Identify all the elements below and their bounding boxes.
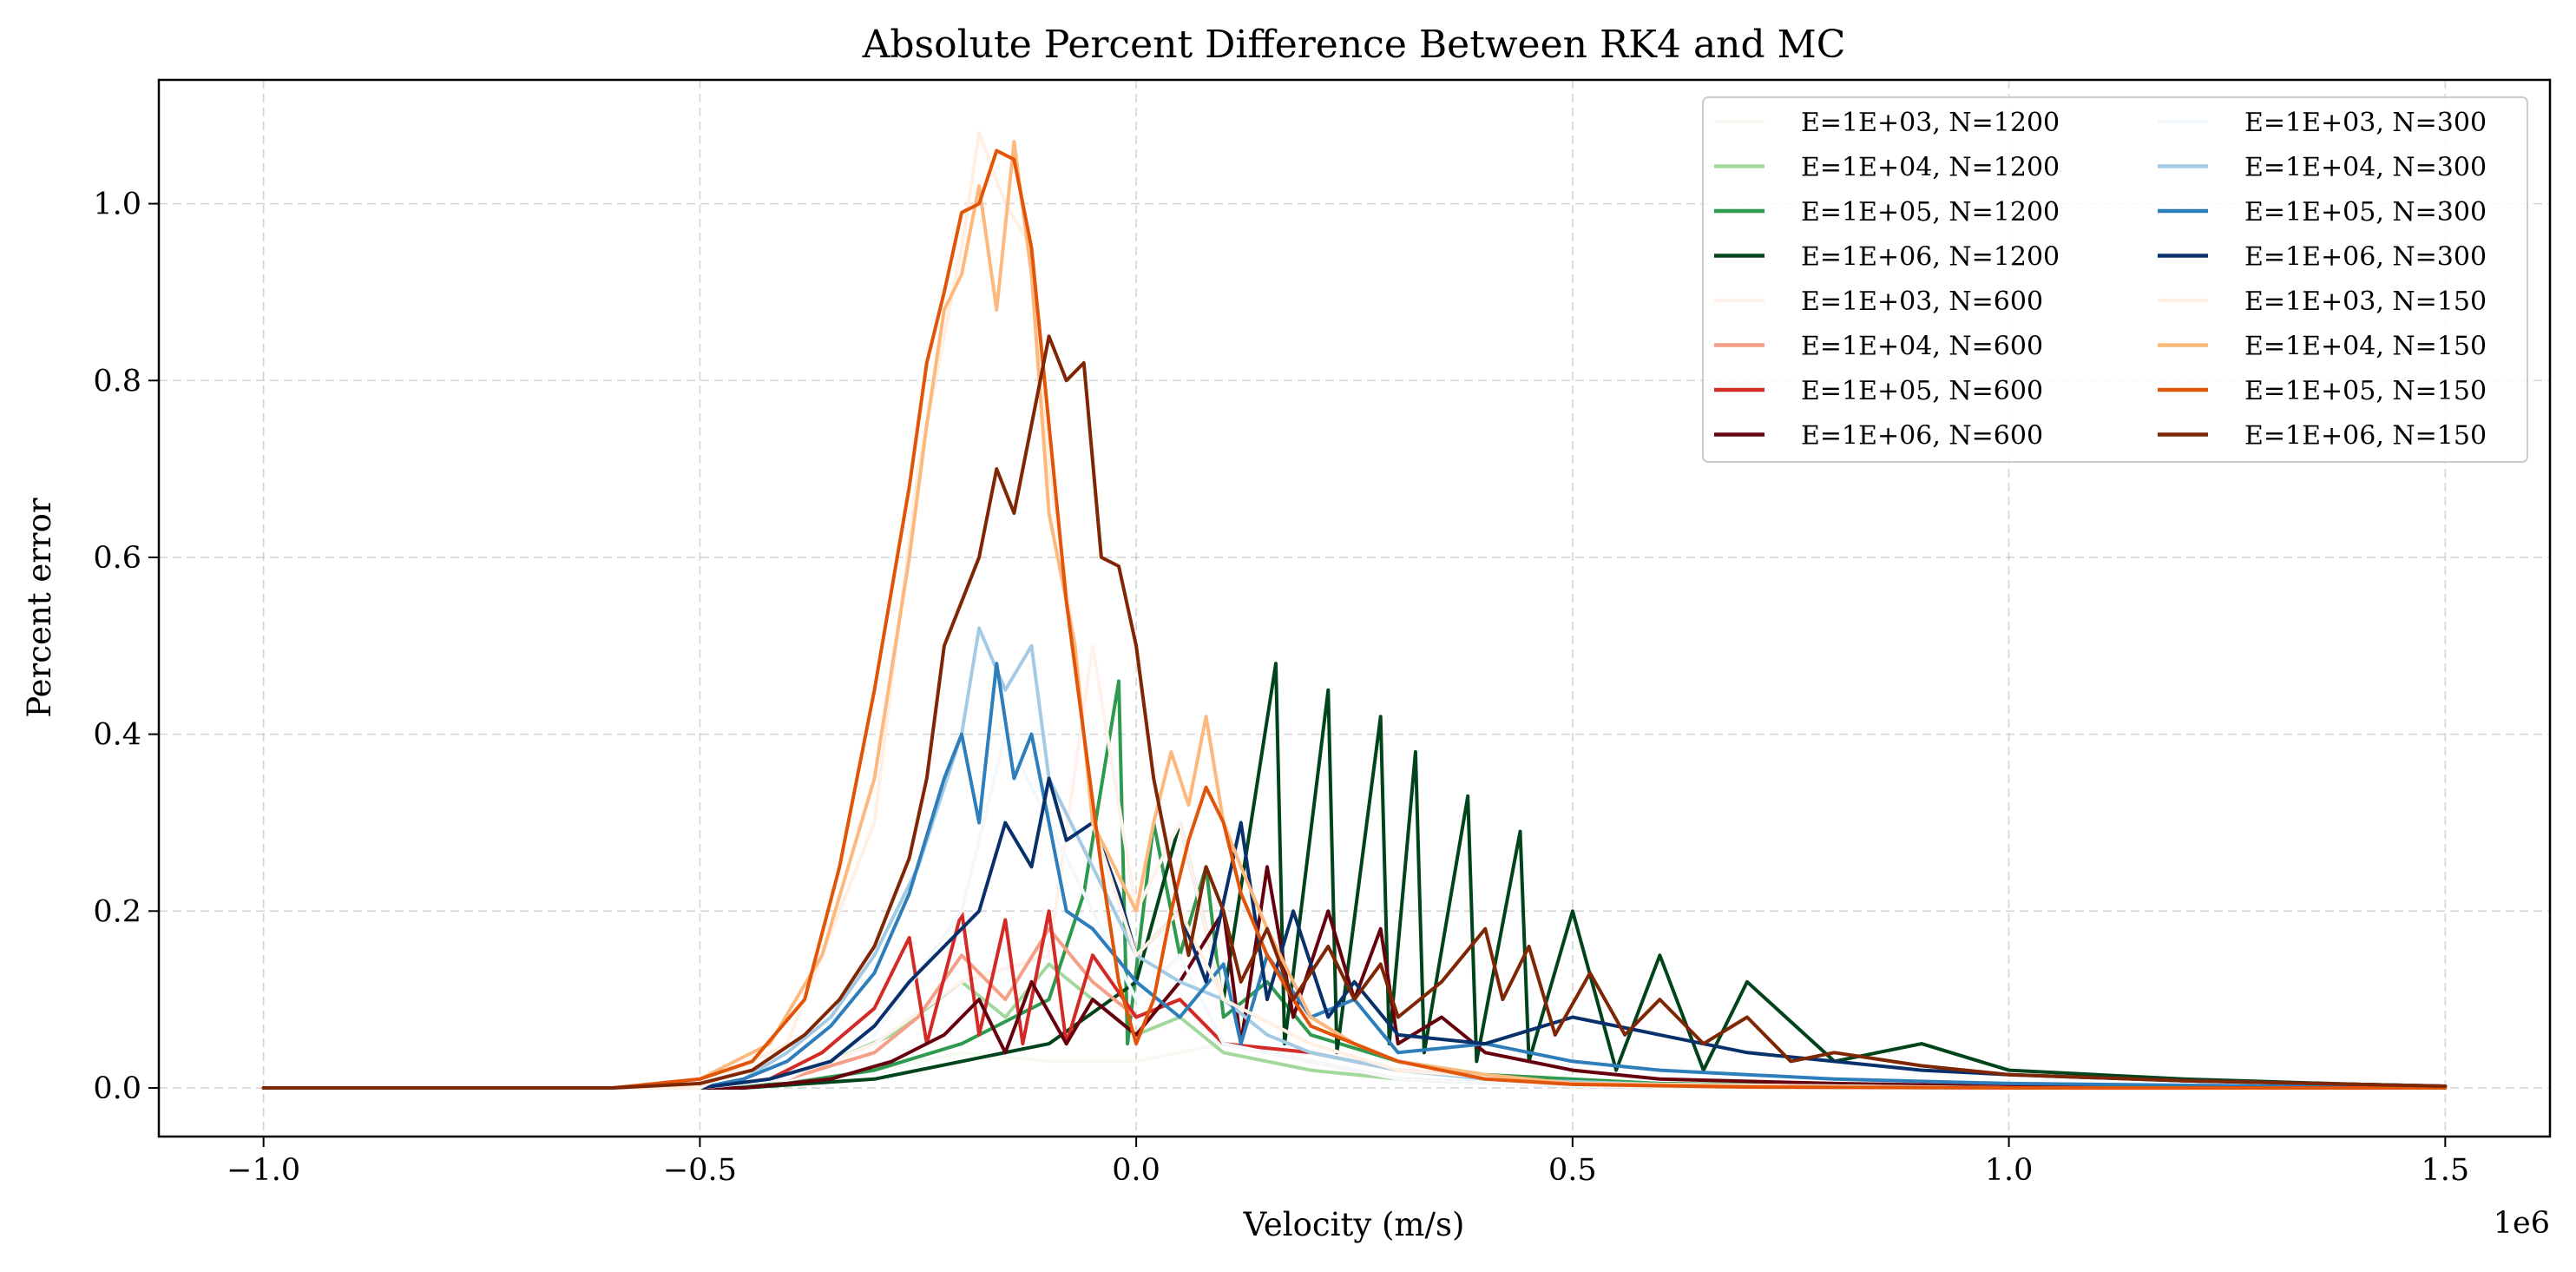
legend-entry: E=1E+06, N=600 — [1801, 421, 2043, 451]
y-tick-label: 1.0 — [93, 188, 141, 222]
series-line — [261, 662, 2448, 1090]
legend-entry: E=1E+04, N=600 — [1801, 332, 2043, 362]
series-line — [261, 334, 2448, 1090]
legend-entry: E=1E+03, N=150 — [2244, 287, 2487, 317]
y-tick-label: 0.2 — [93, 894, 141, 929]
legend-entry: E=1E+06, N=300 — [2244, 242, 2487, 273]
x-tick-label: 0.0 — [1112, 1153, 1160, 1188]
legend-entry: E=1E+03, N=600 — [1801, 287, 2043, 317]
legend-entry: E=1E+03, N=1200 — [1801, 108, 2060, 138]
series-lines — [261, 131, 2448, 1090]
y-axis-label: Percent error — [21, 498, 58, 717]
legend-entry: E=1E+05, N=600 — [1801, 376, 2043, 406]
y-tick-label: 0.0 — [93, 1071, 141, 1106]
x-tick-label: 1.0 — [1985, 1153, 2034, 1188]
y-tick-label: 0.8 — [93, 364, 141, 399]
series-line — [261, 662, 2448, 1090]
legend-entry: E=1E+05, N=300 — [2244, 197, 2487, 227]
legend-entry: E=1E+05, N=1200 — [1801, 197, 2060, 227]
x-axis-label: Velocity (m/s) — [1243, 1206, 1465, 1243]
legend-entry: E=1E+05, N=150 — [2244, 376, 2487, 406]
x-axis-ticks: −1.0 −0.5 0.0 0.5 1.0 1.5 — [227, 1137, 2469, 1188]
y-tick-label: 0.6 — [93, 541, 141, 576]
legend-entry: E=1E+06, N=1200 — [1801, 242, 2060, 273]
x-tick-label: −0.5 — [663, 1153, 737, 1188]
series-line — [261, 776, 2448, 1090]
y-tick-label: 0.4 — [93, 718, 141, 753]
x-tick-label: −1.0 — [227, 1153, 300, 1188]
legend-entry: E=1E+03, N=300 — [2244, 108, 2487, 138]
legend: E=1E+03, N=1200 E=1E+04, N=1200 E=1E+05, N… — [1702, 96, 2528, 463]
plot-frame — [157, 78, 2552, 1138]
x-tick-label: 1.5 — [2422, 1153, 2470, 1188]
legend-entry: E=1E+04, N=150 — [2244, 332, 2487, 362]
series-line — [261, 148, 2448, 1090]
legend-entry: E=1E+04, N=1200 — [1801, 153, 2060, 183]
x-tick-label: 0.5 — [1548, 1153, 1597, 1188]
chart-title: Absolute Percent Difference Between RK4 … — [862, 23, 1846, 67]
y-axis-ticks: 0.0 0.2 0.4 0.6 0.8 1.0 — [93, 188, 159, 1106]
legend-box — [1702, 96, 2528, 463]
legend-entry: E=1E+04, N=300 — [2244, 153, 2487, 183]
legend-entry: E=1E+06, N=150 — [2244, 421, 2487, 451]
x-axis-offset: 1e6 — [2494, 1206, 2550, 1241]
